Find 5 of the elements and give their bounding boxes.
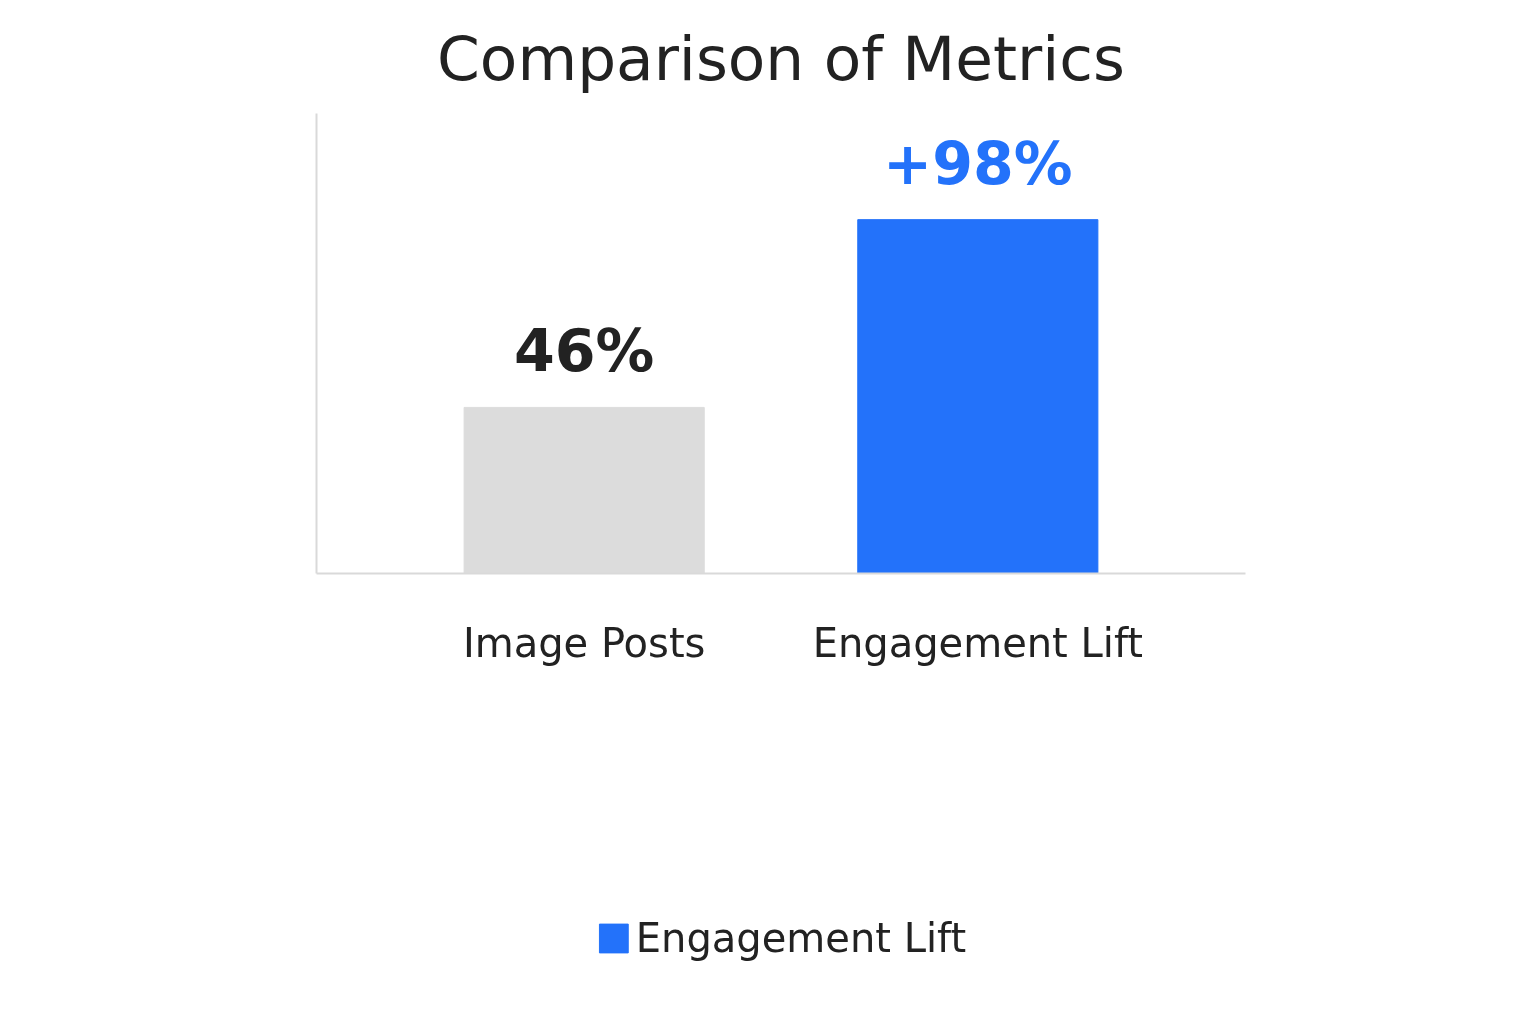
legend-label: Engagement Lift [635, 915, 967, 961]
data-label: 46% [513, 317, 655, 386]
chart-title: Comparison of Metrics [437, 22, 1125, 94]
x-tick-label: Image Posts [462, 619, 706, 666]
data-label: +98% [883, 129, 1073, 198]
